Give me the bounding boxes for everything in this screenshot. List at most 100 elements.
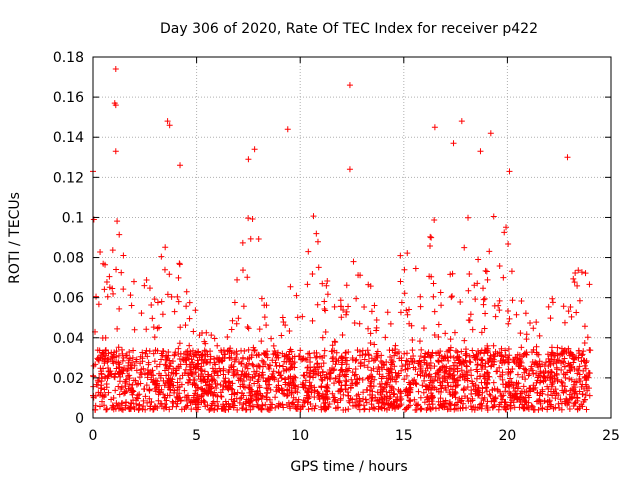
data-point — [439, 382, 446, 389]
data-point — [537, 390, 544, 397]
data-point — [334, 404, 341, 411]
data-point — [115, 352, 122, 359]
data-point — [327, 370, 334, 377]
data-point — [305, 389, 312, 396]
data-point — [217, 381, 224, 388]
data-point — [115, 401, 122, 408]
data-point — [271, 347, 278, 354]
data-point — [441, 377, 448, 384]
data-point — [464, 371, 471, 378]
data-point — [343, 311, 350, 318]
data-point — [417, 303, 424, 310]
data-point — [460, 373, 467, 380]
data-point — [461, 337, 468, 344]
data-point — [169, 376, 176, 383]
data-point — [442, 397, 449, 404]
data-point — [159, 311, 166, 318]
data-point — [435, 321, 442, 328]
data-point — [354, 347, 361, 354]
data-point — [536, 372, 543, 379]
data-point — [272, 394, 279, 401]
data-point — [450, 362, 457, 369]
data-point — [331, 303, 338, 310]
data-point — [437, 289, 444, 296]
data-point — [502, 399, 509, 406]
data-point — [382, 380, 389, 387]
data-point — [558, 366, 565, 373]
data-point — [90, 362, 97, 369]
data-point — [259, 369, 266, 376]
data-point — [367, 330, 374, 337]
data-point — [415, 401, 422, 408]
data-point — [422, 350, 429, 357]
data-point — [272, 351, 279, 358]
data-point — [428, 395, 435, 402]
data-point — [118, 384, 125, 391]
data-point — [582, 270, 589, 277]
data-point — [287, 283, 294, 290]
data-point — [513, 355, 520, 362]
data-point — [294, 314, 301, 321]
data-point — [566, 375, 573, 382]
data-point — [146, 285, 153, 292]
data-point — [393, 378, 400, 385]
data-point — [288, 390, 295, 397]
data-point — [378, 375, 385, 382]
data-point — [263, 377, 270, 384]
data-point — [578, 352, 585, 359]
data-point — [373, 316, 380, 323]
data-point — [492, 313, 499, 320]
data-point — [150, 324, 157, 331]
data-point — [451, 329, 458, 336]
data-point — [379, 405, 386, 412]
data-point — [351, 372, 358, 379]
data-point — [211, 355, 218, 362]
data-point — [386, 347, 393, 354]
data-point — [302, 377, 309, 384]
data-point — [146, 395, 153, 402]
data-point — [553, 370, 560, 377]
data-point — [242, 406, 249, 413]
data-point — [111, 354, 118, 361]
data-point — [234, 351, 241, 358]
data-point — [513, 396, 520, 403]
data-point — [515, 363, 522, 370]
data-point — [428, 373, 435, 380]
data-point — [491, 401, 498, 408]
data-point — [291, 364, 298, 371]
data-point — [444, 354, 451, 361]
data-point — [356, 320, 363, 327]
data-point — [466, 271, 473, 278]
data-point — [286, 356, 293, 363]
data-point — [453, 382, 460, 389]
data-point — [560, 303, 567, 310]
data-point — [416, 358, 423, 365]
data-point — [507, 392, 514, 399]
data-point — [175, 298, 182, 305]
plot-frame — [92, 56, 612, 419]
data-point — [263, 322, 270, 329]
data-point — [173, 403, 180, 410]
data-point — [261, 314, 268, 321]
data-point — [491, 353, 498, 360]
data-point — [150, 350, 157, 357]
data-point — [258, 338, 265, 345]
data-point — [548, 383, 555, 390]
data-point — [108, 396, 115, 403]
data-point — [483, 369, 490, 376]
data-point — [427, 360, 434, 367]
data-point — [505, 366, 512, 373]
data-point — [523, 336, 530, 343]
data-point — [555, 400, 562, 407]
data-point — [115, 359, 122, 366]
data-point — [503, 224, 510, 231]
data-point — [149, 367, 156, 374]
data-point — [574, 406, 581, 413]
data-point — [342, 350, 349, 357]
data-point — [527, 365, 534, 372]
data-point — [201, 368, 208, 375]
data-point — [203, 389, 210, 396]
data-point — [561, 383, 568, 390]
data-point — [430, 293, 437, 300]
data-point — [351, 320, 358, 327]
